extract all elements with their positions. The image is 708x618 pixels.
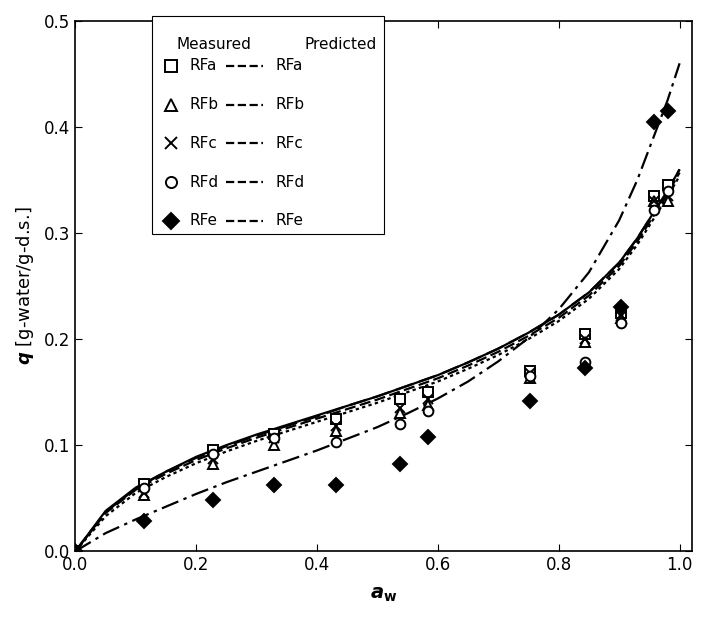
Text: RFe: RFe <box>275 213 304 228</box>
Text: RFc: RFc <box>275 136 304 151</box>
Text: RFd: RFd <box>275 174 305 190</box>
Text: RFe: RFe <box>190 213 217 228</box>
Text: Measured: Measured <box>177 37 251 52</box>
Text: RFa: RFa <box>190 59 217 74</box>
Text: RFb: RFb <box>275 97 305 112</box>
Text: RFc: RFc <box>275 136 304 151</box>
X-axis label: $\bfit{a}_\mathbf{w}$: $\bfit{a}_\mathbf{w}$ <box>370 585 397 604</box>
Text: RFd: RFd <box>275 174 305 190</box>
Text: RFa: RFa <box>190 59 217 74</box>
Y-axis label: $\bfit{q}$ [g-water/g-d.s.]: $\bfit{q}$ [g-water/g-d.s.] <box>14 207 36 365</box>
Text: RFb: RFb <box>190 97 219 112</box>
Text: RFa: RFa <box>275 59 303 74</box>
Text: RFd: RFd <box>190 174 219 190</box>
Text: RFe: RFe <box>275 213 304 228</box>
Text: RFe: RFe <box>190 213 217 228</box>
Text: Measured: Measured <box>177 37 251 52</box>
FancyBboxPatch shape <box>152 15 384 234</box>
Text: Predicted: Predicted <box>304 37 377 52</box>
Text: Predicted: Predicted <box>304 37 377 52</box>
Text: RFc: RFc <box>190 136 217 151</box>
Text: RFb: RFb <box>275 97 305 112</box>
Text: RFb: RFb <box>190 97 219 112</box>
Text: RFd: RFd <box>190 174 219 190</box>
Text: RFc: RFc <box>190 136 217 151</box>
Text: RFa: RFa <box>275 59 303 74</box>
